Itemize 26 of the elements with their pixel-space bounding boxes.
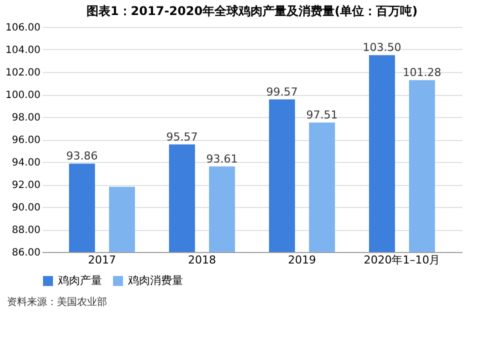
legend-label: 鸡肉消费量 (127, 274, 183, 287)
y-tick-label: 98.00 (12, 112, 40, 124)
chart-title: 图表1：2017-2020年全球鸡肉产量及消费量(单位：百万吨) (86, 4, 418, 18)
y-tick-label: 90.00 (12, 202, 40, 214)
data-label: 101.28 (402, 66, 442, 80)
y-tick-label: 92.00 (12, 180, 40, 191)
data-label: 99.57 (266, 85, 298, 98)
y-tick-label: 94.00 (12, 158, 40, 168)
y-tick-label: 102.00 (6, 68, 40, 78)
y-tick-label: 100.00 (6, 90, 40, 101)
y-tick-label: 96.00 (12, 135, 40, 146)
x-tick-label: 2020年1–10月 (364, 254, 440, 266)
data-label: 95.57 (166, 130, 198, 144)
x-tick-label: 2017 (88, 254, 116, 266)
x-tick-label: 2018 (188, 254, 216, 266)
legend-label: 鸡肉产量 (57, 274, 102, 287)
y-tick-label: 86.00 (12, 248, 40, 258)
data-label: 103.50 (362, 41, 402, 54)
y-tick-label: 104.00 (6, 45, 40, 56)
x-tick-label: 2019 (288, 254, 316, 266)
y-tick-label: 88.00 (12, 225, 40, 236)
data-label: 93.86 (66, 150, 98, 163)
data-label: 93.61 (206, 152, 238, 166)
data-label: 97.51 (306, 108, 338, 122)
text: 资料来源：美国农业部 (7, 296, 107, 308)
y-tick-label: 106.00 (6, 22, 40, 34)
